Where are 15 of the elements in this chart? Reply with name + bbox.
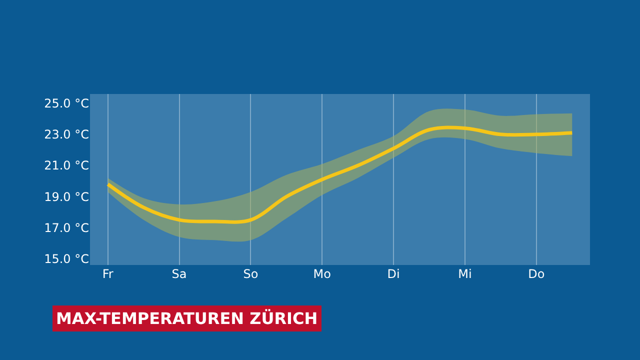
x-tick-label: Mo (313, 267, 331, 281)
x-tick-label: Di (387, 267, 400, 281)
y-tick-label: 15.0 °C (44, 252, 89, 266)
x-tick-label: Do (528, 267, 545, 281)
x-tick-label: So (243, 267, 258, 281)
x-tick-label: Fr (102, 267, 114, 281)
y-tick-label: 21.0 °C (44, 158, 89, 173)
line-series (106, 126, 574, 224)
text: MAX-TEMPERATUREN ZÜRICH (56, 309, 318, 328)
x-tick-label: Sa (172, 267, 187, 281)
y-tick-label: 23.0 °C (44, 128, 89, 142)
y-tick-label: 17.0 °C (44, 220, 89, 235)
y-tick-label: 19.0 °C (44, 190, 89, 204)
x-tick-label: Mi (458, 267, 472, 281)
y-tick-label: 25.0 °C (44, 96, 89, 111)
